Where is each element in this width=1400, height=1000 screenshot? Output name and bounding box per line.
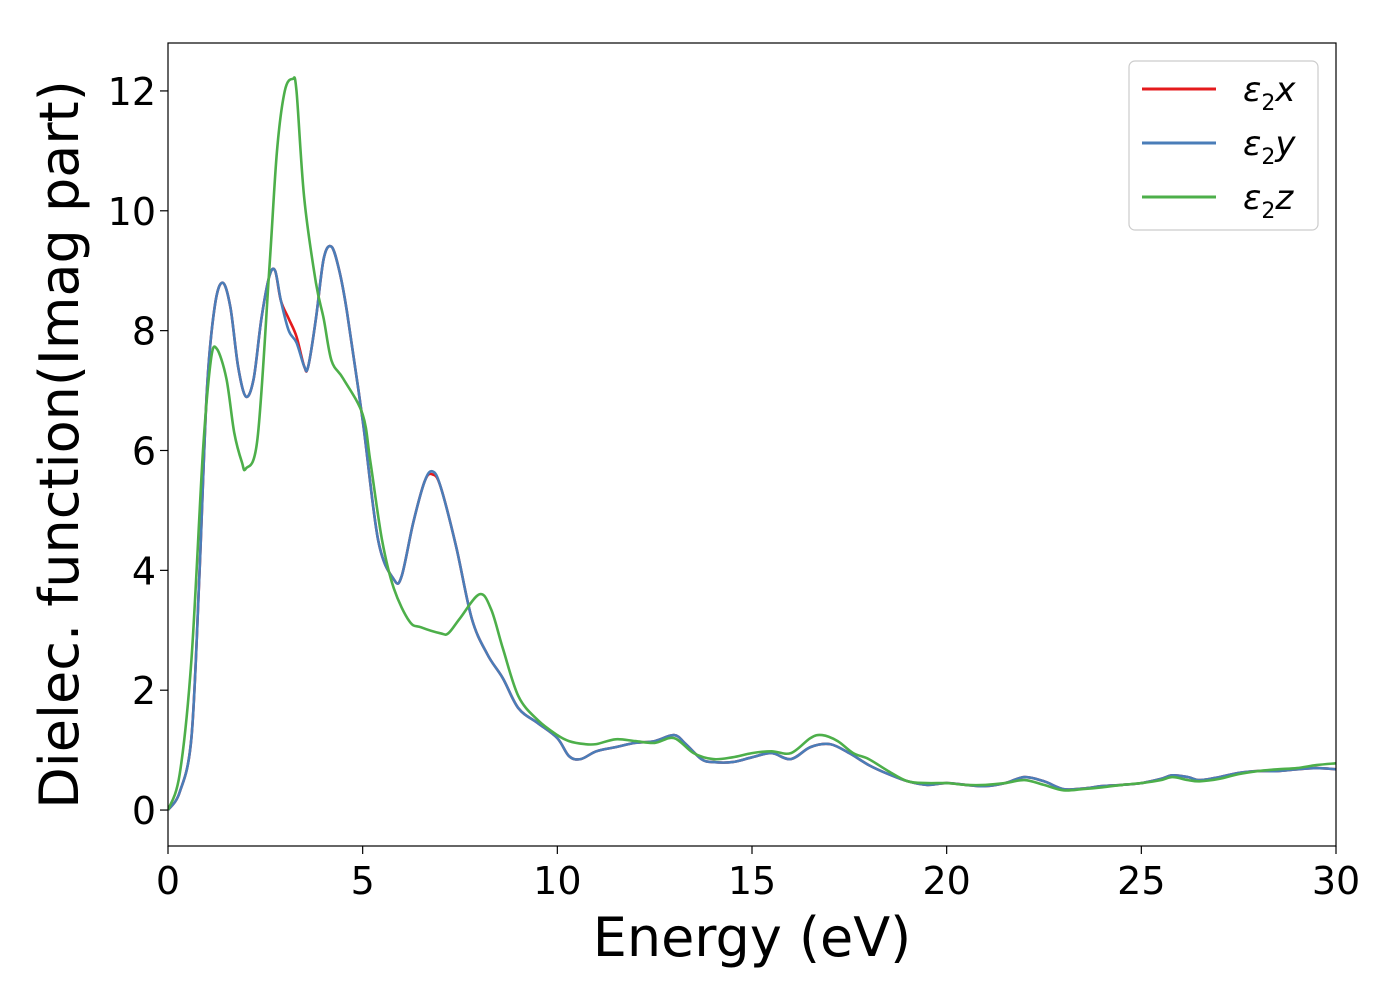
x-tick-label: 20	[922, 859, 970, 903]
y-tick-label: 10	[108, 190, 156, 234]
legend-box	[1128, 60, 1319, 231]
legend: ε2x ε2y ε2z	[1128, 60, 1319, 231]
plot-area	[168, 76, 1336, 811]
series-line-3	[168, 76, 1336, 811]
y-axis-title: Dielec. function(Imag part)	[28, 80, 91, 809]
legend-label-2: ε2y	[1243, 124, 1296, 170]
x-tick-label: 5	[351, 859, 375, 903]
x-tick-label: 25	[1117, 859, 1165, 903]
legend-label-3: ε2z	[1243, 178, 1294, 224]
y-tick-label: 6	[132, 429, 156, 473]
y-tick-label: 0	[132, 789, 156, 833]
y-tick-label: 12	[108, 70, 156, 114]
x-tick-label: 15	[728, 859, 776, 903]
y-tick-label: 4	[132, 549, 156, 593]
legend-label-1: ε2x	[1243, 70, 1296, 116]
axes: 0 5 10 15 20 25 30 0 2 4 6 8 10 12	[108, 42, 1360, 903]
y-tick-label: 2	[132, 669, 156, 713]
x-tick-label: 10	[533, 859, 581, 903]
y-tick-label: 8	[132, 310, 156, 354]
series-line-1	[168, 244, 1336, 811]
x-axis-title: Energy (eV)	[593, 906, 912, 969]
x-tick-label: 30	[1312, 859, 1360, 903]
series-line-2	[168, 244, 1336, 811]
x-tick-label: 0	[156, 859, 180, 903]
